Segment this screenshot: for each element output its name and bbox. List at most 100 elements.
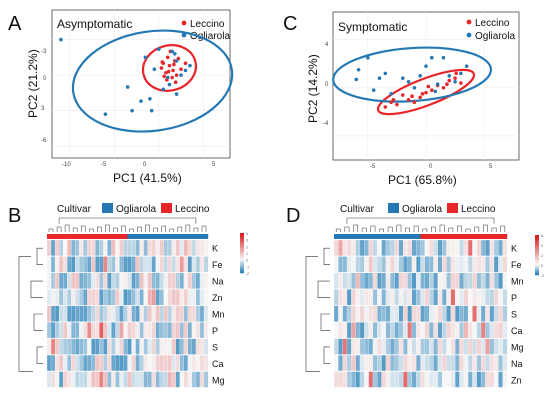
heatmap-cell [135,322,141,339]
heatmap-cell [187,371,193,388]
heatmap-cell [95,371,100,388]
point-leccino [447,78,452,83]
annotation-cell [468,234,473,239]
color-scale-segment [240,251,244,254]
heatmap-cell [398,338,404,355]
row-label: Mn [212,310,225,320]
heatmap-cell [498,322,504,339]
heatmap-cell [424,338,430,355]
heatmap-cell [95,256,100,273]
heatmap-cell [99,322,104,339]
color-scale-segment [240,261,244,264]
heatmap-cell [195,322,201,339]
heatmap-cell [403,338,408,355]
heatmap-cell [498,354,504,372]
point-leccino [454,71,459,76]
heatmap-cell [46,272,52,289]
heatmap-cell [485,305,491,322]
heatmap-cell [75,272,80,289]
heatmap-cell [467,289,473,306]
heatmap-cell [75,371,80,388]
heatmap-cell [143,272,149,289]
annotation-cell [95,234,100,239]
heatmap-cell [394,322,400,339]
heatmap-cell [467,322,473,339]
heatmap-cell [333,239,339,256]
heatmap-cell [446,371,452,388]
row-label: Mn [511,277,524,287]
heatmap-cell [398,272,404,289]
heatmap-cell [385,289,391,306]
color-scale-segment [240,271,244,274]
panel-c-ytick-2: 0 [325,82,329,88]
annotation-cell [195,234,201,239]
heatmap-cell [135,354,141,372]
heatmap-cell [199,338,205,355]
row-label: Zn [212,293,223,303]
heatmap-cell [91,354,96,372]
heatmap-cell [191,289,197,306]
heatmap-cell [167,322,173,339]
color-scale-segment [240,256,244,259]
heatmap-cell [127,305,132,322]
heatmap-cell [111,305,116,322]
heatmap-cell [450,272,456,289]
heatmap-cell [450,338,456,355]
point-ogliarola [59,37,63,42]
heatmap-cell [355,239,361,256]
heatmap-cell [420,371,426,388]
annotation-cell [359,234,365,239]
heatmap-cell [368,239,374,256]
heatmap-cell [191,272,197,289]
heatmap-cell [135,338,141,355]
heatmap-cell [385,272,391,289]
heatmap-cell [187,338,193,355]
heatmap-cell [191,371,197,388]
heatmap-cell [175,322,181,339]
heatmap-cell [111,338,116,355]
heatmap-cell [179,322,185,339]
color-scale-segment [240,246,244,249]
annotation-cell [107,234,112,239]
color-scale-segment [240,239,244,242]
color-scale-segment [240,244,244,247]
heatmap-cell [187,354,193,372]
heatmap-cell [111,354,116,372]
heatmap-cell [127,256,132,273]
heatmap-cell [351,272,357,289]
panel-a-title: Asymptomatic [57,17,132,31]
dendrogram-branch [105,224,110,232]
panel-c-xlabel: PC1 (65.8%) [388,173,457,187]
heatmap-cell [103,239,108,256]
heatmap-cell [135,272,141,289]
panel-d-legend-leccino: Leccino [461,204,496,215]
heatmap-cell [75,354,80,372]
annotation-cell [502,234,508,239]
heatmap-cell [143,305,149,322]
heatmap-cell [338,371,344,388]
point-ogliarola [170,49,174,54]
point-ogliarola [183,68,188,73]
heatmap-cell [442,322,447,339]
heatmap-cell [467,272,473,289]
heatmap-cell [131,322,136,339]
heatmap-cell [87,322,92,339]
annotation-cell [183,234,189,239]
annotation-cell [385,234,391,239]
heatmap-cell [372,322,378,339]
heatmap-cell [368,272,374,289]
heatmap-cell [407,338,413,355]
heatmap-cell [472,272,478,289]
annotation-cell [338,234,343,239]
heatmap-cell [147,354,153,372]
heatmap-cell [155,322,161,339]
panel-a-xtick-1: -10 [62,162,71,168]
heatmap-cell [342,289,348,306]
panel-b-row-dendrogram [18,247,43,372]
heatmap-cell [199,289,205,306]
heatmap-cell [433,322,439,339]
heatmap-cell [115,256,120,273]
heatmap-cell [54,305,60,322]
point-ogliarola [430,55,434,60]
heatmap-cell [103,256,108,273]
